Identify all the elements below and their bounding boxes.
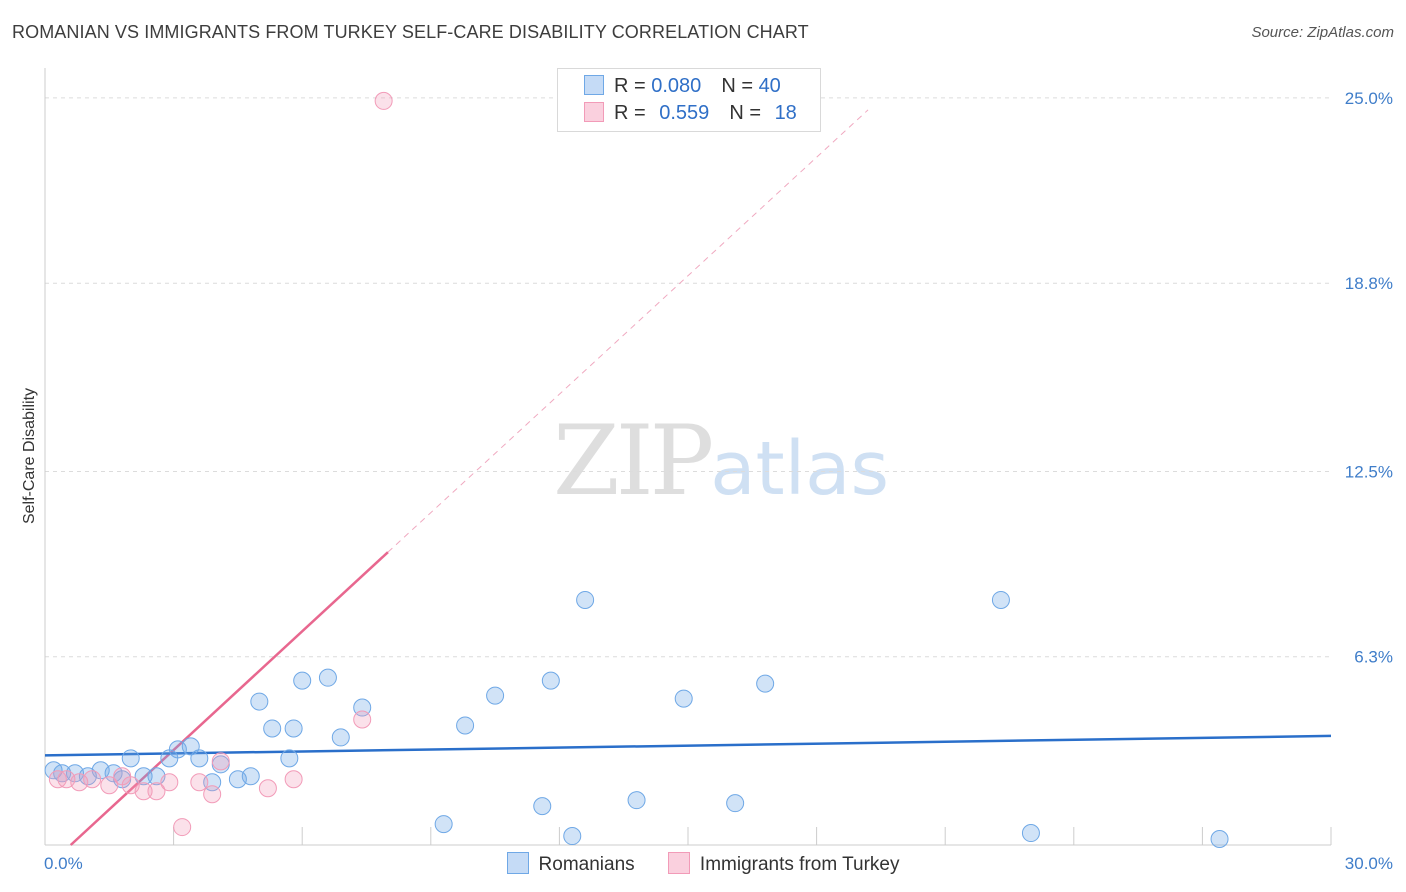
chart-title: ROMANIAN VS IMMIGRANTS FROM TURKEY SELF-… <box>12 22 809 42</box>
romanian-point <box>674 689 693 708</box>
turkey-point <box>173 818 192 837</box>
romanian-point <box>726 794 745 813</box>
tick-labels: 6.3% 12.5% 18.8% 25.0% 0.0% 30.0% <box>44 89 1393 873</box>
legend-r-label: R = <box>614 75 652 97</box>
turkey-swatch <box>584 102 604 122</box>
turkey-point <box>190 773 209 792</box>
turkey-point <box>147 782 166 801</box>
watermark-zip: ZIP <box>553 405 714 517</box>
data-points <box>44 91 1229 849</box>
axes <box>44 68 1332 846</box>
romanians-legend-label: Romanians <box>538 854 635 875</box>
grid-lines <box>45 97 1331 658</box>
series-legend: Romanians Immigrants from Turkey <box>0 852 1406 876</box>
legend-item-turkey: Immigrants from Turkey <box>667 852 900 876</box>
turkey-point <box>134 782 153 801</box>
romanian-point <box>280 749 299 768</box>
turkey-point <box>83 770 102 789</box>
turkey-point <box>160 773 179 792</box>
legend-r-value: 0.559 <box>659 102 710 124</box>
source-label: Source: ZipAtlas.com <box>1251 24 1394 41</box>
legend-n-value: 40 <box>758 75 781 97</box>
romanian-point <box>1210 830 1229 849</box>
legend-n-value: 18 <box>774 102 797 124</box>
y-axis-label: Self-Care Disability <box>21 388 38 524</box>
watermark: ZIPatlas <box>553 405 889 517</box>
romanian-point <box>134 767 153 786</box>
romanian-point <box>121 749 140 768</box>
y-tick-label: 6.3% <box>1354 648 1393 667</box>
romanian-point <box>190 749 209 768</box>
legend-row-turkey: R = 0.559 N = 18 <box>584 102 797 126</box>
turkey-point <box>203 785 222 804</box>
x-tick-label: 30.0% <box>1345 854 1393 873</box>
romanian-point <box>331 728 350 747</box>
romanian-point <box>533 797 552 816</box>
y-tick-label: 25.0% <box>1345 89 1393 108</box>
turkey-point <box>284 770 303 789</box>
turkey-point <box>100 776 119 795</box>
romanian-point <box>284 719 303 738</box>
romanian-point <box>563 827 582 846</box>
romanian-point <box>991 590 1010 609</box>
legend-item-romanians: Romanians <box>506 852 635 876</box>
romanian-point <box>486 686 505 705</box>
romanian-point <box>627 791 646 810</box>
turkey-trend-line <box>69 551 389 846</box>
romanian-point <box>456 716 475 735</box>
romanian-point <box>263 719 282 738</box>
romanian-point <box>1021 824 1040 843</box>
romanian-trend-line <box>44 734 1332 757</box>
turkey-point <box>374 91 393 110</box>
romanian-point <box>541 671 560 690</box>
romanian-point <box>434 815 453 834</box>
turkey-legend-swatch <box>667 852 690 874</box>
legend-row-romanians: R = 0.080 N = 40 <box>584 75 781 99</box>
legend-r-value: 0.080 <box>651 75 702 97</box>
trend-lines <box>44 109 1332 846</box>
stats-legend: R = 0.080 N = 40 R = 0.559 N = 18 <box>557 68 821 132</box>
legend-n-label: N = <box>729 102 767 124</box>
y-tick-label: 18.8% <box>1345 274 1393 293</box>
turkey-legend-label: Immigrants from Turkey <box>699 854 900 875</box>
turkey-point <box>258 779 277 798</box>
y-tick-label: 12.5% <box>1345 462 1393 481</box>
turkey-trend-extension <box>387 109 869 553</box>
romanian-point <box>576 590 595 609</box>
romanians-swatch <box>584 75 604 95</box>
legend-n-label: N = <box>721 75 759 97</box>
romanian-point <box>318 668 337 687</box>
turkey-point <box>353 710 372 729</box>
romanian-point <box>250 692 269 711</box>
romanian-point <box>756 674 775 693</box>
watermark-atlas: atlas <box>710 426 890 512</box>
romanian-point <box>241 767 260 786</box>
romanians-legend-swatch <box>506 852 529 874</box>
romanian-point <box>293 671 312 690</box>
turkey-point <box>211 752 230 771</box>
x-tick-label: 0.0% <box>44 854 83 873</box>
legend-r-label: R = <box>614 102 652 124</box>
